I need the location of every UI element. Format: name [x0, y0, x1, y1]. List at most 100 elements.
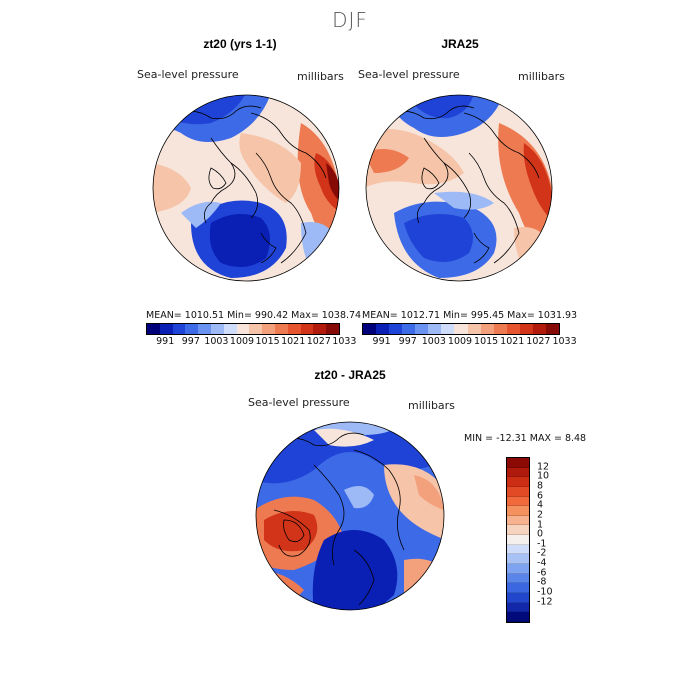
season-title: DJF — [332, 8, 368, 32]
colorbar-swatch — [507, 612, 529, 622]
panel1-colorbar — [146, 323, 340, 335]
colorbar-tick-label: -2 — [537, 547, 547, 559]
colorbar-tick-label: -1 — [537, 538, 547, 550]
colorbar-tick-label: 1009 — [447, 336, 473, 347]
colorbar-tick-label: -10 — [537, 586, 553, 598]
colorbar-tick-label: 1021 — [500, 336, 525, 347]
colorbar-tick-label: 2 — [537, 509, 544, 521]
colorbar-swatch — [507, 583, 529, 593]
colorbar-tick-label: 10 — [537, 470, 550, 482]
colorbar-swatch — [159, 324, 173, 334]
colorbar-tick-label: 1015 — [474, 336, 499, 347]
colorbar-tick-label: 1003 — [421, 336, 446, 347]
panel1-colorbar-ticks: 991 997 1003 1009 1015 1021 1027 1033 — [146, 336, 356, 348]
colorbar-tick-label: 12 — [537, 461, 550, 473]
colorbar-swatch — [507, 515, 529, 526]
panel3-field-label: Sea-level pressure — [248, 396, 350, 409]
colorbar-swatch — [210, 324, 224, 334]
panel2-units: millibars — [518, 70, 565, 83]
panel2-high-siberia — [498, 123, 552, 263]
colorbar-swatch — [507, 486, 529, 497]
colorbar-swatch — [507, 602, 529, 613]
colorbar-swatch — [236, 324, 250, 334]
panel1-stats: MEAN= 1010.51 Min= 990.42 Max= 1038.74 — [146, 310, 362, 321]
colorbar-swatch — [313, 324, 327, 334]
colorbar-swatch — [507, 496, 529, 507]
colorbar-tick-label: 1033 — [332, 336, 357, 347]
colorbar-swatch — [507, 592, 529, 603]
colorbar-swatch — [262, 324, 275, 334]
panel2-field-label: Sea-level pressure — [358, 68, 460, 81]
panel2-colorbar-ticks: 991 997 1003 1009 1015 1021 1027 1033 — [362, 336, 577, 348]
colorbar-swatch — [507, 525, 529, 536]
colorbar-swatch — [287, 324, 301, 334]
colorbar-tick-label: 4 — [537, 499, 544, 511]
colorbar-tick-label: 1015 — [255, 336, 280, 347]
colorbar-tick-label: 1009 — [229, 336, 255, 347]
colorbar-swatch — [532, 324, 546, 334]
panel1-high-siberia — [297, 123, 339, 253]
colorbar-tick-label: -4 — [537, 557, 547, 569]
colorbar-swatch — [507, 573, 529, 584]
colorbar-tick-label: -12 — [537, 596, 553, 608]
colorbar-tick-label: 1027 — [306, 336, 331, 347]
colorbar-tick-label: 6 — [537, 490, 544, 502]
panel1-map-boundary — [152, 94, 340, 282]
colorbar-tick-label: 1021 — [281, 336, 306, 347]
colorbar-tick-label: 1003 — [204, 336, 229, 347]
colorbar-tick-label: 997 — [181, 336, 200, 347]
panel1-title: zt20 (yrs 1-1) — [203, 37, 277, 51]
colorbar-swatch — [507, 535, 529, 545]
colorbar-tick-label: 8 — [537, 480, 544, 492]
colorbar-swatch — [376, 324, 390, 334]
panel3-negative-atlantic — [312, 530, 398, 610]
colorbar-swatch — [507, 477, 529, 487]
colorbar-tick-label: -8 — [537, 576, 547, 588]
panel1-polar-map — [152, 94, 340, 282]
panel2-stats: MEAN= 1012.71 Min= 995.45 Max= 1031.93 — [362, 310, 578, 321]
panel3-colorbar — [506, 457, 530, 623]
colorbar-swatch — [249, 324, 263, 334]
colorbar-swatch — [326, 324, 339, 334]
colorbar-swatch — [507, 554, 529, 565]
colorbar-swatch — [507, 506, 529, 516]
colorbar-swatch — [454, 324, 468, 334]
colorbar-tick-label: 1 — [537, 519, 544, 531]
colorbar-swatch — [467, 324, 481, 334]
colorbar-tick-label: 991 — [372, 336, 391, 347]
colorbar-swatch — [415, 324, 429, 334]
colorbar-swatch — [545, 324, 559, 334]
colorbar-swatch — [389, 324, 403, 334]
panel2-title: JRA25 — [441, 37, 479, 51]
colorbar-swatch — [507, 467, 529, 478]
panel2-colorbar — [362, 323, 560, 335]
colorbar-swatch — [402, 324, 416, 334]
panel3-colorbar-ticks: 12 10 8 6 4 2 1 0 -1 -2 -4 -6 -8 -10 -12 — [537, 457, 577, 621]
colorbar-swatch — [506, 324, 520, 334]
panel3-title: zt20 - JRA25 — [314, 368, 386, 382]
colorbar-tick-label: 997 — [398, 336, 417, 347]
panel1-field-label: Sea-level pressure — [137, 68, 239, 81]
colorbar-swatch — [198, 324, 211, 334]
panel2-polar-map — [365, 94, 553, 282]
colorbar-swatch — [441, 324, 455, 334]
colorbar-swatch — [507, 458, 529, 468]
colorbar-swatch — [519, 324, 533, 334]
panel1-units: millibars — [297, 70, 344, 83]
colorbar-swatch — [507, 564, 529, 574]
colorbar-tick-label: 0 — [537, 528, 544, 540]
panel2-map-boundary — [365, 94, 553, 282]
panel3-units: millibars — [408, 399, 455, 412]
colorbar-swatch — [493, 324, 507, 334]
colorbar-swatch — [300, 324, 314, 334]
colorbar-swatch — [428, 324, 442, 334]
colorbar-swatch — [185, 324, 199, 334]
colorbar-swatch — [223, 324, 237, 334]
colorbar-swatch — [363, 324, 377, 334]
colorbar-swatch — [172, 324, 186, 334]
colorbar-tick-label: 1027 — [526, 336, 551, 347]
panel3-polar-map — [255, 421, 445, 611]
colorbar-swatch — [274, 324, 288, 334]
colorbar-tick-label: -6 — [537, 567, 547, 579]
panel3-map-boundary — [255, 421, 445, 611]
